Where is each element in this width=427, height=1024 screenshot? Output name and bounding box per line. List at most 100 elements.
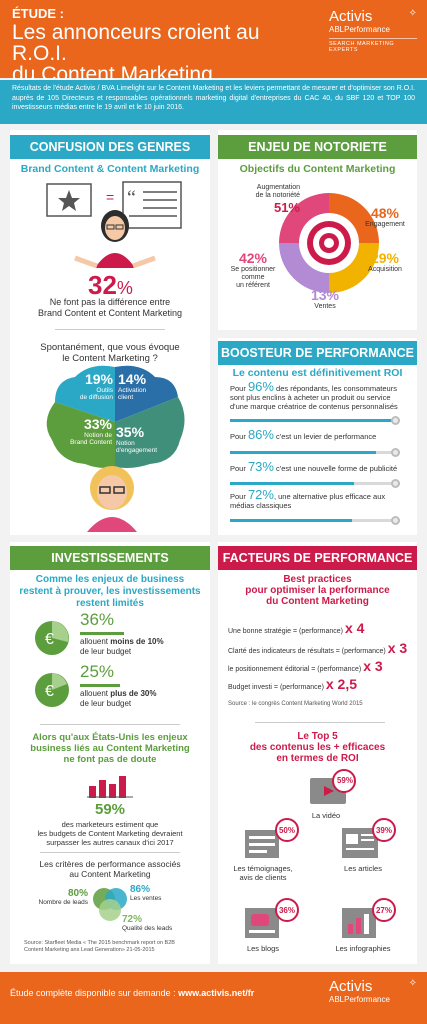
facteurs-subtitle: Best practices pour optimiser la perform… (245, 574, 390, 607)
factor-row-2: Clarté des indicateurs de résultats = (p… (228, 640, 408, 656)
objective-acquisition: 29% Acquisition (368, 250, 402, 273)
boost-bar-3 (230, 479, 400, 488)
cloud-item-activation: 14% Activation client (118, 371, 147, 401)
notoriete-banner: ENJEU DE NOTORIETE (218, 135, 417, 159)
spark-icon: ✧ (408, 8, 417, 19)
svg-text:€: € (45, 631, 54, 648)
investissements-subtitle: Comme les enjeux de business restent à p… (19, 574, 201, 609)
us-text: des marketeurs estiment que les budgets … (37, 820, 183, 847)
boost-bar-dot (391, 479, 400, 488)
us-pct: 59% (95, 801, 126, 818)
svg-text:€: € (45, 683, 54, 700)
study-link[interactable]: www.activis.net/fr (178, 988, 255, 998)
criteria-leads: 80% Nombre de leads (38, 888, 89, 906)
blogs-icon (245, 898, 299, 938)
boost-bar-dot (391, 416, 400, 425)
divider (255, 722, 385, 723)
top5-testimonials-pct: 50% (278, 826, 295, 835)
activis-logo[interactable]: ✧ Activis ABLPerformance SEARCH MARKETIN… (329, 8, 417, 53)
boost-row-4: Pour 72%, une alternative plus efficace … (230, 487, 386, 510)
confusion-question: Spontanément, que vous évoque le Content… (40, 342, 180, 364)
euro-coin-icon: € (35, 673, 69, 707)
footer: Étude complète disponible sur demande : … (0, 972, 427, 1024)
criteria-venn (93, 888, 127, 921)
objective-referent: 42% Se positionner comme un référent (230, 250, 276, 289)
divider (80, 632, 124, 635)
us-heading: Alors qu'aux États-Unis les enjeux busin… (30, 732, 190, 765)
top5-articles-label: Les articles (344, 864, 382, 873)
chart-growth-icon (87, 776, 133, 798)
spark-icon: ✧ (408, 978, 417, 989)
investissements-banner: INVESTISSEMENTS (10, 546, 210, 570)
boost-bar-1 (230, 416, 400, 425)
page-title: Les annonceurs croient au R.O.I. du Cont… (12, 21, 260, 86)
footer-logo[interactable]: ✧ Activis ABLPerformance (329, 978, 417, 1004)
boost-row-2: Pour 86% c'est un levier de performance (230, 427, 377, 442)
header-kicker: ÉTUDE : (12, 6, 64, 21)
boost-bar-dot (391, 516, 400, 525)
study-availability: Étude complète disponible sur demande : … (10, 988, 255, 998)
cloud-item-brand-content: 33% Notion de Brand Content (70, 416, 112, 446)
brand-content-illustration: “ = (46, 181, 182, 268)
objective-engagement: 48% Engagement (365, 205, 405, 228)
facteurs-source: Source : le congrès Content Marketing Wo… (228, 701, 363, 707)
articles-icon (342, 818, 396, 858)
confusion-banner: CONFUSION DES GENRES (10, 135, 210, 159)
boost-bar-4 (230, 516, 400, 525)
boosteur-banner: BOOSTEUR DE PERFORMANCE (218, 341, 417, 365)
top5-infographics-pct: 27% (375, 906, 392, 915)
boosteur-subtitle: Le contenu est définitivement ROI (232, 367, 403, 379)
top5-video-label: La vidéo (311, 811, 341, 820)
infographics-icon (342, 898, 396, 938)
top5-heading: Le Top 5 des contenus les + efficaces en… (249, 731, 386, 764)
top5-testimonials-label: Les témoignages, avis de clients (233, 864, 293, 882)
confusion-text: Ne font pas la différence entre Brand Co… (37, 297, 183, 318)
invest-stat1-text: allouent moins de 10% de leur budget (80, 637, 164, 656)
top5-infographics-label: Les infographies (335, 944, 391, 953)
video-icon (310, 769, 356, 804)
top5-video-pct: 59% (336, 776, 353, 785)
thought-cloud (46, 365, 185, 468)
invest-stat2-pct: 25% (80, 662, 115, 681)
invest-stat2-text: allouent plus de 30% de leur budget (80, 689, 157, 708)
header: ÉTUDE : Les annonceurs croient au R.O.I.… (0, 0, 427, 85)
boost-row-3: Pour 73% c'est une nouvelle forme de pub… (230, 459, 398, 474)
confusion-subtitle: Brand Content & Content Marketing (20, 163, 200, 175)
boost-bar-fill (230, 451, 377, 454)
svg-text:=: = (106, 189, 114, 205)
criteria-ventes: 86% Les ventes (130, 884, 162, 902)
top5-blogs-label: Les blogs (246, 944, 280, 953)
boost-bar-2 (230, 448, 400, 457)
cloud-item-engagement: 35% Notion d'engagement (116, 424, 157, 454)
confusion-pct: 32% (88, 270, 133, 300)
boost-bar-fill (230, 482, 355, 485)
divider (40, 852, 180, 853)
top5-blogs-pct: 36% (278, 906, 295, 915)
boosteur-panel (218, 338, 417, 535)
euro-coin-icon: € (35, 621, 69, 655)
boost-bar-dot (391, 448, 400, 457)
woman-avatar (87, 466, 137, 532)
facteurs-panel (218, 542, 417, 964)
facteurs-banner: FACTEURS DE PERFORMANCE (218, 546, 417, 570)
factor-row-4: Budget investi = (performance) x 2,5 (228, 676, 358, 692)
top5-articles-pct: 39% (375, 826, 392, 835)
boost-bar-fill (230, 419, 394, 422)
notoriete-subtitle: Objectifs du Content Marketing (239, 163, 396, 175)
invest-stat1-pct: 36% (80, 610, 115, 629)
svg-text:“: “ (127, 187, 136, 209)
criteria-qualite: 72% Qualité des leads (122, 914, 173, 932)
criteria-heading: Les critères de performance associés au … (39, 859, 181, 879)
intro-text: Résultats de l'étude Activis / BVA Limel… (0, 80, 427, 124)
target-donut (279, 193, 379, 293)
investissements-source: Source: Starfleet Media « The 2015 bench… (24, 940, 175, 953)
boost-row-1: Pour 96% des répondants, les consommateu… (230, 379, 398, 411)
factor-row-1: Une bonne stratégie = (performance) x 4 (228, 620, 365, 636)
divider (55, 329, 165, 330)
cloud-item-outils: 19% Outils de diffusion (79, 371, 113, 401)
testimonials-icon (245, 818, 299, 858)
divider (80, 684, 120, 687)
objective-ventes: 13% Ventes (310, 287, 340, 310)
boost-bar-fill (230, 519, 353, 522)
divider (40, 724, 180, 725)
